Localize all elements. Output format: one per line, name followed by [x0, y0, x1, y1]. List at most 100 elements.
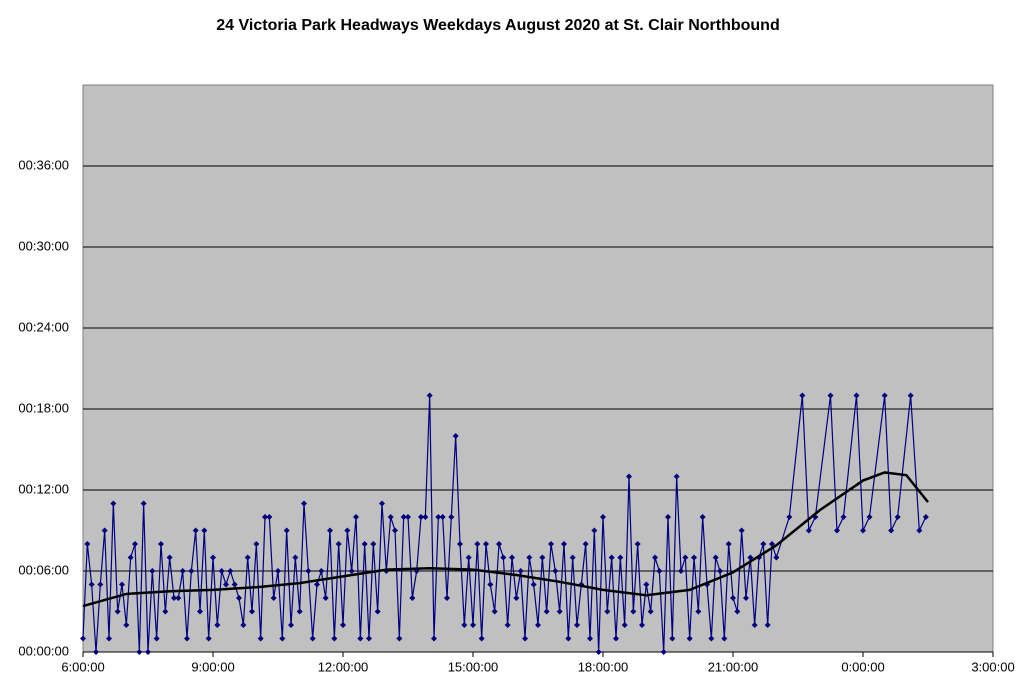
data-point	[210, 554, 216, 561]
data-point	[717, 568, 723, 574]
data-point	[747, 554, 754, 561]
data-point	[517, 568, 524, 574]
chart-title: 24 Victoria Park Headways Weekdays Augus…	[216, 17, 779, 34]
data-point	[587, 635, 593, 642]
data-point	[487, 581, 494, 588]
data-point	[691, 554, 697, 561]
data-point	[119, 581, 125, 588]
data-point	[751, 622, 758, 628]
data-point	[374, 608, 381, 615]
data-point	[149, 568, 156, 574]
data-point	[866, 514, 873, 520]
data-point	[110, 500, 117, 507]
data-point	[153, 635, 160, 642]
data-point	[283, 527, 290, 534]
data-point	[881, 392, 888, 399]
data-point	[461, 622, 468, 628]
data-point	[322, 595, 329, 601]
data-point	[370, 541, 377, 547]
data-point	[504, 622, 511, 628]
data-point	[760, 541, 767, 547]
y-tick-label: 00:18:00	[18, 400, 69, 415]
data-point	[769, 541, 775, 547]
y-tick-label: 00:30:00	[18, 238, 69, 253]
data-point	[171, 595, 177, 601]
data-point	[500, 554, 507, 561]
data-point	[253, 541, 260, 547]
y-tick-label: 00:36:00	[18, 157, 69, 172]
y-tick-label: 00:24:00	[18, 319, 69, 334]
data-point	[162, 608, 169, 615]
data-point	[543, 608, 550, 615]
data-point	[673, 473, 680, 480]
data-point	[444, 595, 450, 601]
data-point	[669, 635, 676, 642]
data-point	[916, 527, 923, 534]
data-point	[699, 514, 706, 520]
data-point	[665, 514, 671, 520]
data-point	[88, 581, 95, 588]
data-point	[734, 608, 741, 615]
data-point	[223, 581, 229, 588]
data-point	[834, 527, 840, 534]
data-point	[387, 514, 394, 520]
data-point	[595, 649, 602, 655]
data-point	[470, 622, 476, 628]
data-point	[725, 541, 732, 547]
data-point	[114, 608, 121, 615]
y-tick-label: 00:00:00	[18, 643, 69, 658]
data-point	[292, 554, 299, 561]
data-point	[708, 635, 715, 642]
data-point	[591, 527, 598, 534]
data-point	[860, 527, 866, 534]
data-point	[526, 554, 533, 561]
data-point	[764, 622, 771, 628]
data-point	[556, 608, 563, 615]
data-point	[738, 527, 745, 534]
data-point	[561, 541, 567, 547]
data-point	[179, 568, 186, 574]
data-point	[140, 500, 147, 507]
data-point	[491, 608, 498, 615]
data-point	[786, 514, 793, 520]
data-point	[344, 527, 351, 534]
y-tick-label: 00:06:00	[18, 562, 69, 577]
data-point	[197, 608, 203, 615]
data-point	[145, 649, 151, 655]
data-point	[97, 581, 104, 588]
data-point	[405, 514, 411, 520]
data-point	[513, 595, 520, 601]
data-point	[400, 514, 407, 520]
data-point	[84, 541, 91, 547]
data-point	[314, 581, 320, 588]
data-point	[136, 649, 143, 655]
data-point	[496, 541, 502, 547]
data-point	[621, 622, 628, 628]
data-point	[353, 514, 359, 520]
data-point	[639, 622, 645, 628]
data-point	[539, 554, 546, 561]
data-point	[652, 554, 658, 561]
data-point	[682, 554, 689, 561]
x-tick-label: 9:00:00	[191, 659, 234, 674]
data-point	[474, 541, 481, 547]
data-point	[301, 500, 307, 507]
data-point	[80, 635, 86, 642]
data-point	[340, 622, 346, 628]
x-tick-label: 18:00:00	[578, 659, 629, 674]
x-tick-label: 12:00:00	[318, 659, 369, 674]
x-tick-label: 6:00:00	[61, 659, 104, 674]
data-point	[582, 541, 589, 547]
data-point	[569, 554, 576, 561]
data-point	[309, 635, 316, 642]
data-point	[435, 514, 442, 520]
data-point	[132, 541, 138, 547]
data-point	[240, 622, 247, 628]
data-point	[799, 392, 806, 399]
data-point	[660, 649, 667, 655]
data-point	[565, 635, 572, 642]
data-point	[426, 392, 433, 399]
data-point	[218, 568, 225, 574]
data-point	[530, 581, 537, 588]
